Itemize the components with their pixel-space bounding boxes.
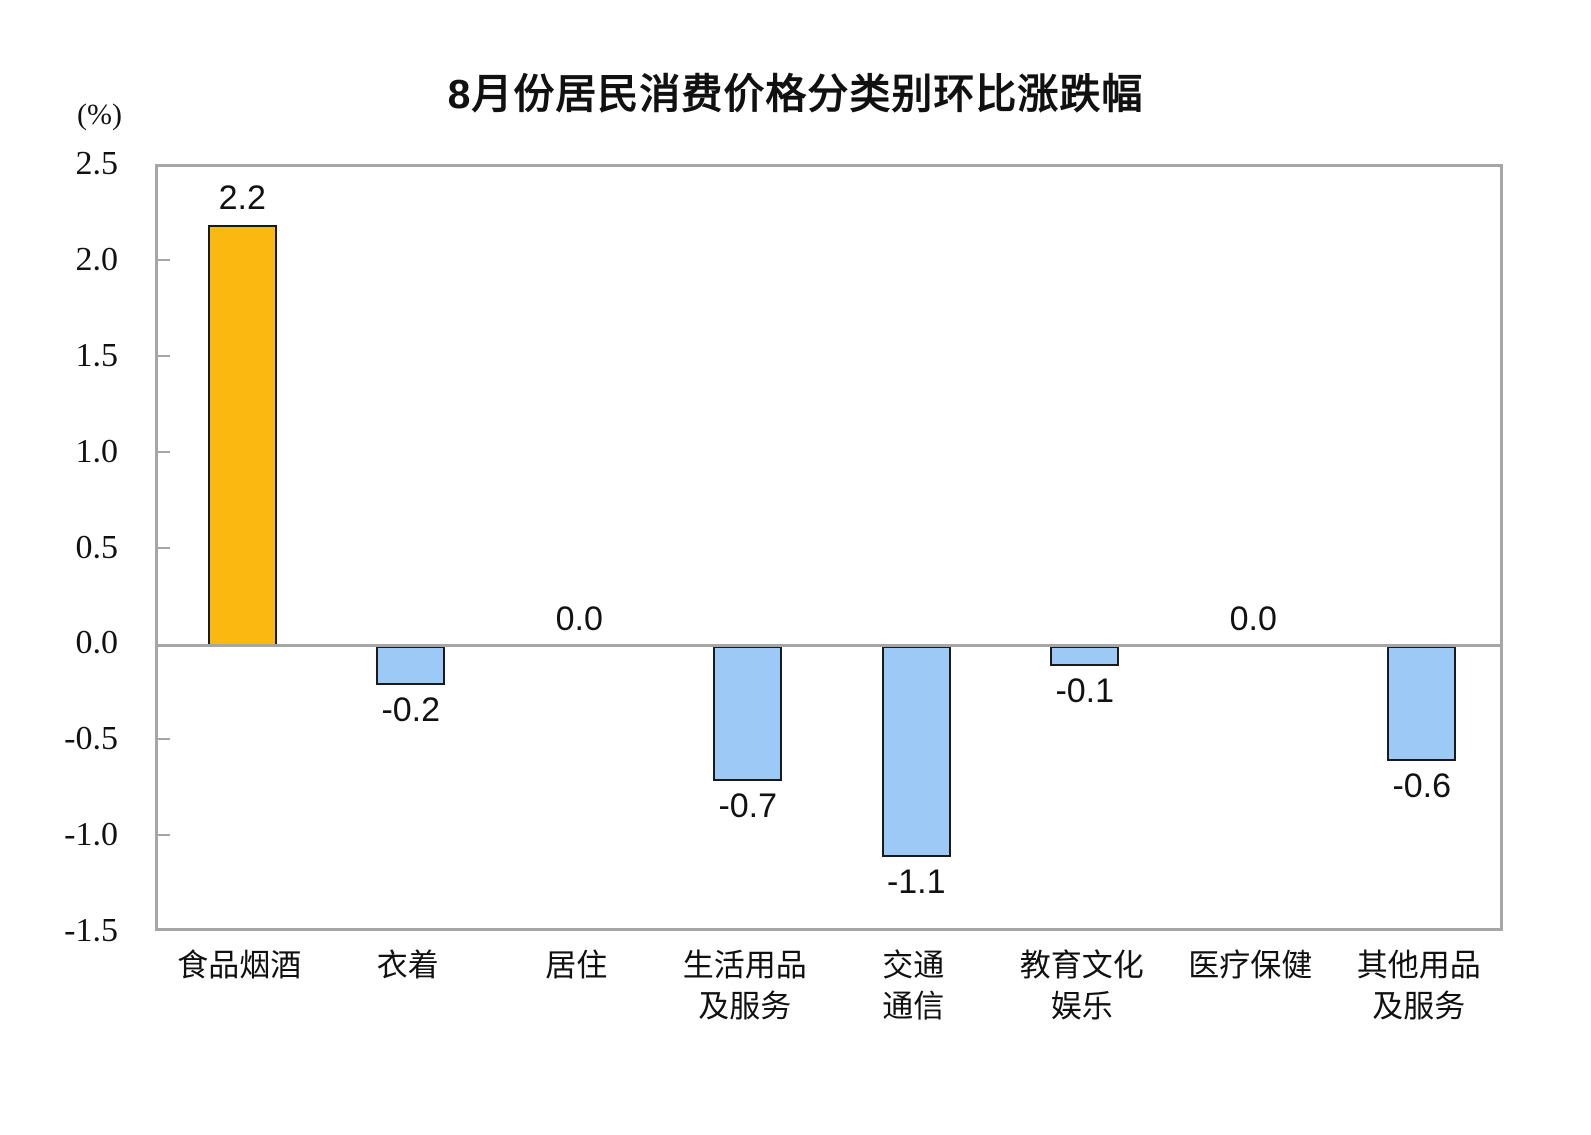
x-category-label: 其他用品 及服务 <box>1319 945 1519 1027</box>
bar-value-label: 0.0 <box>555 600 603 639</box>
x-category-label: 衣着 <box>308 945 508 986</box>
bar <box>207 224 277 647</box>
bar-value-label: 0.0 <box>1229 600 1277 639</box>
bar <box>1050 646 1120 666</box>
bar <box>881 646 951 858</box>
y-tick-label: -1.0 <box>64 816 118 854</box>
x-category-label-line: 及服务 <box>698 989 792 1024</box>
y-tick-label: 1.0 <box>75 432 119 470</box>
y-tick-label: -1.5 <box>64 912 118 949</box>
y-tick-mark <box>158 738 170 741</box>
y-tick-label: 1.5 <box>75 336 119 374</box>
y-tick-mark <box>158 354 170 357</box>
y-tick-mark <box>158 258 170 261</box>
bar <box>1387 646 1457 762</box>
y-tick-label: 0.0 <box>75 624 119 662</box>
plot-area: 2.2 -0.2 0.0 -0.7 -1.1 -0.1 0.0 -0.6 <box>155 164 1503 931</box>
y-tick-mark <box>158 546 170 549</box>
x-category-label-line: 教育文化 <box>1019 948 1144 983</box>
bar-value-label: -0.6 <box>1392 767 1452 806</box>
y-tick-label: -0.5 <box>64 720 118 758</box>
bar-value-label: -0.7 <box>718 786 778 825</box>
bar <box>713 646 783 781</box>
y-tick-label: 0.5 <box>75 528 119 566</box>
x-category-label: 生活用品 及服务 <box>645 945 845 1027</box>
y-tick-label: 2.5 <box>75 145 119 182</box>
x-category-label-line: 居住 <box>545 948 608 983</box>
bar-value-label: -0.2 <box>381 690 441 729</box>
y-axis-unit-label: (%) <box>77 98 122 131</box>
x-category-label: 教育文化 娱乐 <box>982 945 1182 1027</box>
x-category-label-line: 通信 <box>882 989 945 1024</box>
y-tick-label: 2.0 <box>75 240 119 278</box>
x-category-label-line: 食品烟酒 <box>177 948 302 983</box>
x-category-label-line: 及服务 <box>1372 989 1466 1024</box>
x-category-label: 食品烟酒 <box>139 945 339 986</box>
bar-value-label: -0.1 <box>1055 671 1115 710</box>
x-category-label-line: 娱乐 <box>1050 989 1113 1024</box>
x-category-label-line: 其他用品 <box>1356 948 1481 983</box>
bar-value-label: -1.1 <box>886 863 946 902</box>
x-category-label-line: 交通 <box>882 948 945 983</box>
bar <box>376 646 446 685</box>
x-category-label: 交通 通信 <box>813 945 1013 1027</box>
chart-title: 8月份居民消费价格分类别环比涨跌幅 <box>447 71 1144 117</box>
y-tick-mark <box>158 450 170 453</box>
zero-line <box>158 644 1500 648</box>
x-category-label-line: 医疗保健 <box>1188 948 1313 983</box>
y-tick-mark <box>158 834 170 837</box>
x-category-label: 医疗保健 <box>1150 945 1350 986</box>
x-category-label-line: 生活用品 <box>682 948 807 983</box>
x-category-label-line: 衣着 <box>376 948 439 983</box>
x-category-label: 居住 <box>476 945 676 986</box>
bar-value-label: 2.2 <box>218 178 266 217</box>
